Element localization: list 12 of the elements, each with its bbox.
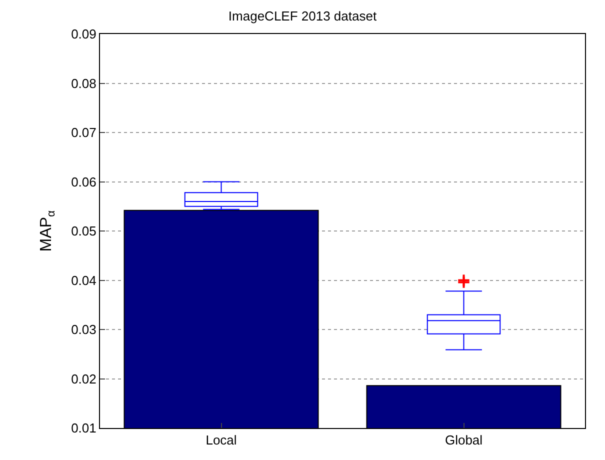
y-tick-label: 0.06 xyxy=(71,174,96,190)
y-tick-label: 0.02 xyxy=(71,371,96,386)
y-tick-label: 0.03 xyxy=(71,322,96,338)
y-tick-label: 0.04 xyxy=(71,272,96,288)
y-tick-label: 0.07 xyxy=(71,125,96,140)
chart-title: ImageCLEF 2013 dataset xyxy=(228,8,377,24)
y-tick-label: 0.08 xyxy=(71,76,96,91)
y-tick-label: 0.09 xyxy=(71,26,96,42)
y-tick-label: 0.01 xyxy=(71,420,96,436)
x-tick-label: Global xyxy=(444,432,483,448)
y-tick-label: 0.05 xyxy=(71,224,96,239)
x-tick-label: Local xyxy=(206,432,237,448)
